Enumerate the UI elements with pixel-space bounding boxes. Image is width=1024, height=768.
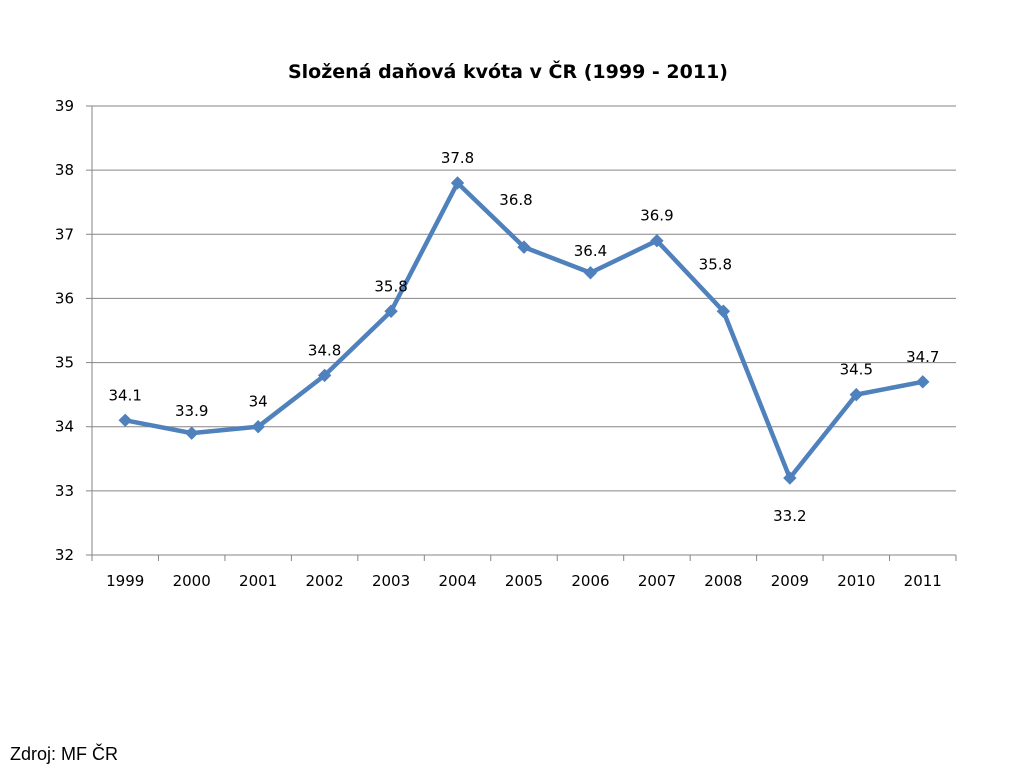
data-point-marker-2008 <box>716 304 731 318</box>
data-point-marker-2011 <box>916 375 930 389</box>
data-label-2011: 34.7 <box>906 348 939 366</box>
x-tick-label-2001: 2001 <box>239 572 277 590</box>
data-point-marker-2007 <box>650 233 664 248</box>
x-tick-label-2011: 2011 <box>904 572 942 590</box>
x-tick-label-2008: 2008 <box>704 572 742 590</box>
data-point-marker-2003 <box>384 304 398 318</box>
x-tick-label-2003: 2003 <box>372 572 410 590</box>
y-tick-label: 39 <box>55 97 74 115</box>
x-tick-label-2006: 2006 <box>571 572 609 590</box>
data-label-2002: 34.8 <box>308 341 341 359</box>
data-label-2007: 36.9 <box>640 207 673 225</box>
gridlines <box>92 105 956 556</box>
data-point-marker-2004 <box>450 176 465 190</box>
series-group <box>118 176 930 485</box>
series-line <box>122 180 926 481</box>
y-tick-label: 37 <box>55 225 74 243</box>
chart-title: Složená daňová kvóta v ČR (1999 - 2011) <box>288 59 728 83</box>
y-tick-label: 35 <box>55 354 74 372</box>
y-tick-label: 33 <box>55 482 74 500</box>
x-tick-label-2000: 2000 <box>173 572 211 590</box>
x-tick-label-2005: 2005 <box>505 572 543 590</box>
data-point-marker-2001 <box>251 420 265 434</box>
x-tick-label-2007: 2007 <box>638 572 676 590</box>
data-label-1999: 34.1 <box>109 386 142 404</box>
data-point-marker-2005 <box>517 240 531 254</box>
x-axis-ticks: 1999 2000 2001 2002 2003 2004 2005 2006 2007 2008… <box>91 555 957 590</box>
y-tick-label: 34 <box>55 418 74 436</box>
data-label-2004: 37.8 <box>441 149 474 167</box>
y-tick-label: 36 <box>55 289 74 307</box>
data-label-2009: 33.2 <box>773 507 806 525</box>
axes <box>91 106 956 556</box>
data-label-2006: 36.4 <box>574 242 607 260</box>
x-tick-label-1999: 1999 <box>106 572 144 590</box>
data-label-2001: 34 <box>249 393 268 411</box>
y-axis-ticks: 32 33 34 35 36 37 38 39 <box>55 97 92 564</box>
y-tick-label: 32 <box>55 546 74 564</box>
y-tick-label: 38 <box>55 161 74 179</box>
data-point-marker-2002 <box>317 368 332 383</box>
x-tick-label-2004: 2004 <box>438 572 476 590</box>
x-tick-label-2009: 2009 <box>771 572 809 590</box>
data-label-2010: 34.5 <box>840 361 873 379</box>
data-labels: 34.1 33.9 34 34.8 35.8 37.8 36.8 36.4 36.9 35.8 33… <box>109 149 940 525</box>
source-note: Zdroj: MF ČR <box>10 744 118 764</box>
data-label-2000: 33.9 <box>175 402 208 420</box>
data-point-marker-2006 <box>583 266 598 280</box>
data-label-2005: 36.8 <box>499 191 532 209</box>
data-label-2008: 35.8 <box>699 255 732 273</box>
data-point-marker-2000 <box>184 426 199 440</box>
data-point-marker-1999 <box>118 413 132 428</box>
data-point-marker-2009 <box>783 471 797 485</box>
data-label-2003: 35.8 <box>374 277 407 295</box>
data-point-marker-2010 <box>849 387 864 402</box>
x-tick-label-2002: 2002 <box>306 572 344 590</box>
x-tick-label-2010: 2010 <box>837 572 875 590</box>
